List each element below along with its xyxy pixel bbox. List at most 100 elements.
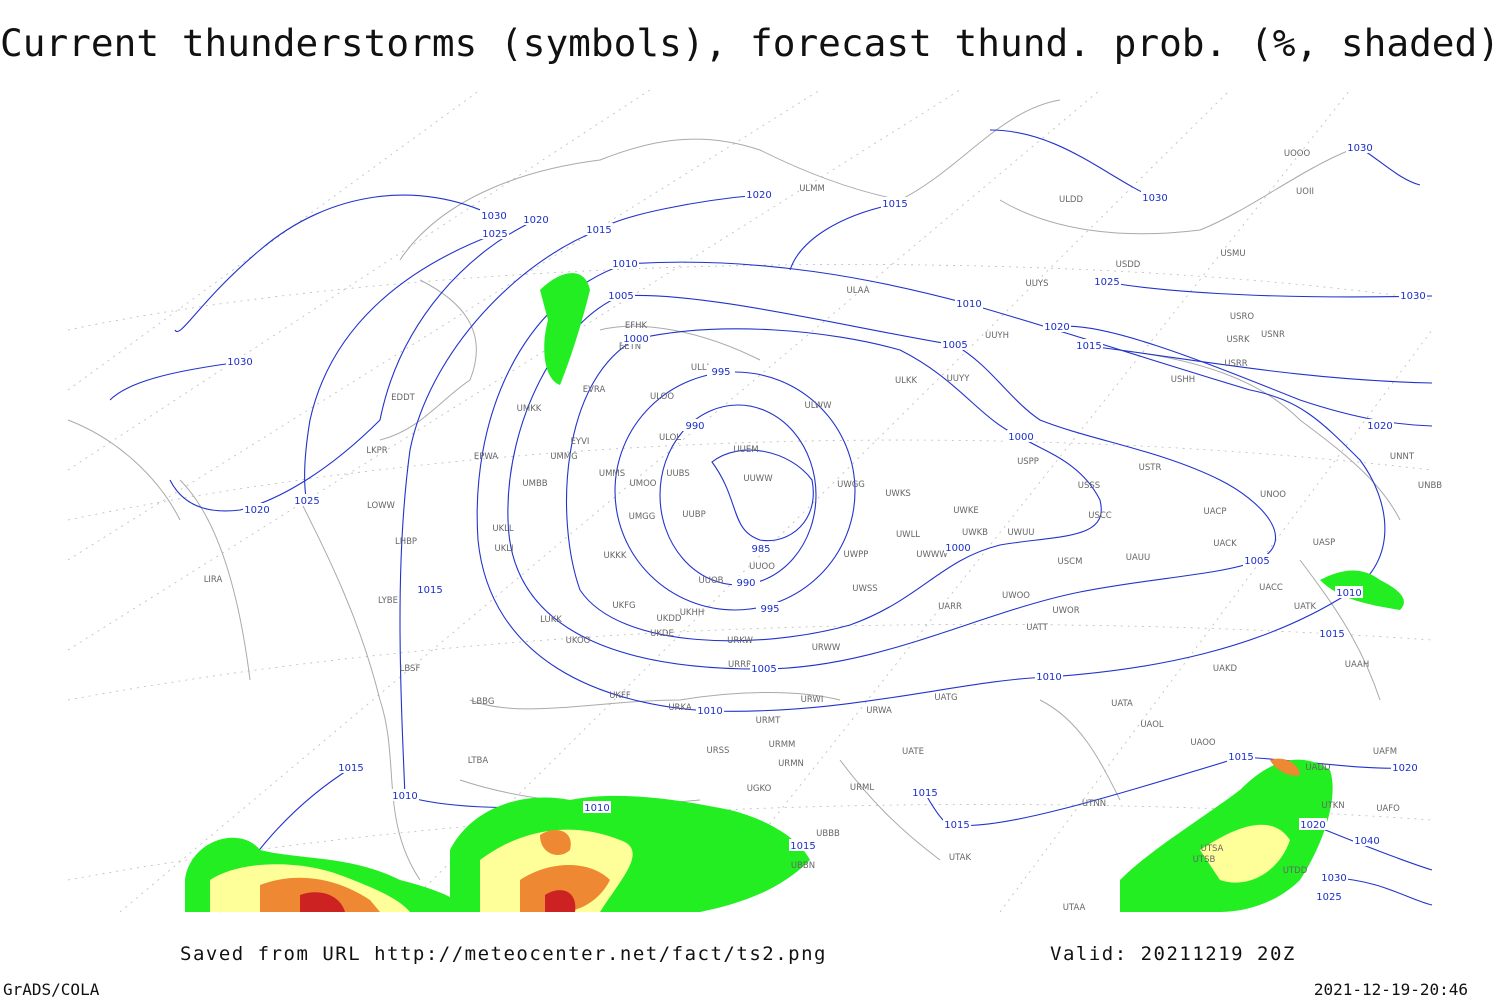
station-label: UOII bbox=[1296, 187, 1314, 197]
isobar-label: 1015 bbox=[912, 788, 937, 799]
isobar-label: 1015 bbox=[586, 225, 611, 236]
station-label: USNR bbox=[1261, 330, 1285, 340]
isobar-label-gap bbox=[1093, 275, 1121, 287]
isobar-label-gap bbox=[293, 494, 321, 506]
station-label: UGKO bbox=[747, 784, 772, 794]
isobar-label-gap bbox=[943, 818, 971, 830]
station-label: USPP bbox=[1017, 457, 1039, 467]
station-label: USMU bbox=[1220, 249, 1245, 259]
station-label: UATG bbox=[934, 693, 957, 703]
station-label: USCM bbox=[1058, 557, 1083, 567]
station-label: LUKK bbox=[540, 615, 562, 625]
station-label: UTAK bbox=[949, 853, 972, 863]
isobar-label: 1020 bbox=[1044, 322, 1069, 333]
station-label: UTDD bbox=[1283, 866, 1308, 876]
isobar-label-gap bbox=[944, 541, 972, 553]
station-label: ULKK bbox=[895, 376, 918, 386]
station-label: URMN bbox=[778, 759, 804, 769]
thunderstorm-shading bbox=[185, 273, 1404, 912]
isobar-label-gap bbox=[611, 257, 639, 269]
station-label: UKFG bbox=[612, 601, 635, 611]
isobar-label-gap bbox=[607, 289, 635, 301]
station-label: URRR bbox=[728, 660, 752, 670]
station-label: UWUU bbox=[1007, 528, 1034, 538]
isobar-label: 1025 bbox=[482, 229, 507, 240]
station-label: ULOL bbox=[659, 433, 681, 443]
isobar-label-gap bbox=[1299, 818, 1327, 830]
isobar-label: 1000 bbox=[945, 543, 970, 554]
station-label: UMGG bbox=[629, 512, 656, 522]
station-label: UUWW bbox=[743, 474, 773, 484]
station-label: UMMS bbox=[599, 469, 625, 479]
isobar-label-gap bbox=[583, 801, 611, 813]
station-label: LHBP bbox=[395, 537, 417, 547]
station-label: UKOO bbox=[566, 636, 591, 646]
isobar-labels: 1030 1025 1020 1015 1010 1005 1000 995 990 985 990… bbox=[226, 141, 1427, 903]
station-label: USTR bbox=[1139, 463, 1162, 473]
station-label: EDDT bbox=[391, 393, 415, 403]
isobar-label: 1005 bbox=[751, 664, 776, 675]
isobar-label-gap bbox=[707, 365, 735, 377]
isobar-label: 1010 bbox=[584, 803, 609, 814]
isobar-label-gap bbox=[789, 839, 817, 851]
station-label: UMOO bbox=[630, 479, 657, 489]
station-label: UOOO bbox=[1284, 149, 1311, 159]
station-label: UKFF bbox=[609, 691, 631, 701]
station-label: EVRA bbox=[583, 385, 606, 395]
isobar-label-gap bbox=[1335, 586, 1363, 598]
station-label: UASP bbox=[1313, 538, 1336, 548]
isobar-label-gap bbox=[745, 188, 773, 200]
station-label: UACP bbox=[1204, 507, 1227, 517]
isobar-label: 1005 bbox=[608, 291, 633, 302]
isobar-label-gap bbox=[756, 602, 784, 614]
station-label: URMM bbox=[769, 740, 796, 750]
station-label: EYVI bbox=[571, 437, 590, 447]
station-label: UNBB bbox=[1418, 481, 1442, 491]
station-label: UWOO bbox=[1002, 591, 1030, 601]
source-url: Saved from URL http://meteocenter.net/fa… bbox=[180, 943, 827, 965]
station-label: UAFM bbox=[1373, 747, 1397, 757]
station-label: UMBB bbox=[522, 479, 547, 489]
station-label: USCC bbox=[1088, 511, 1112, 521]
station-label: UWPP bbox=[844, 550, 869, 560]
isobar-label: 1015 bbox=[1076, 341, 1101, 352]
station-label: URWI bbox=[801, 695, 824, 705]
station-label: UATA bbox=[1111, 699, 1133, 709]
coastlines bbox=[67, 99, 1401, 881]
isobar-label: 1000 bbox=[1008, 432, 1033, 443]
isobar-label-gap bbox=[881, 197, 909, 209]
isobar-label-gap bbox=[481, 227, 509, 239]
station-label: URKA bbox=[668, 703, 692, 713]
station-label: USRO bbox=[1230, 312, 1255, 322]
station-label: UKLI bbox=[494, 544, 513, 554]
isobar-label: 1010 bbox=[1036, 672, 1061, 683]
station-label: ULOO bbox=[650, 392, 674, 402]
isobar-label: 1010 bbox=[956, 299, 981, 310]
isobar-label-gap bbox=[1075, 339, 1103, 351]
station-label: LBBG bbox=[472, 697, 495, 707]
isobar-label-gap bbox=[1227, 750, 1255, 762]
timestamp: 2021-12-19-20:46 bbox=[1314, 980, 1468, 999]
station-label: UATT bbox=[1026, 623, 1048, 633]
isobar-label: 1015 bbox=[338, 763, 363, 774]
isobar-label: 1005 bbox=[942, 340, 967, 351]
isobar-label: 1020 bbox=[746, 190, 771, 201]
isobar-label: 1000 bbox=[623, 334, 648, 345]
isobar-label: 1020 bbox=[523, 215, 548, 226]
station-label: UACC bbox=[1259, 583, 1283, 593]
station-label: UKDE bbox=[650, 629, 674, 639]
station-label: UATK bbox=[1294, 602, 1317, 612]
isobar-label-gap bbox=[1346, 141, 1374, 153]
isobar-label: 1030 bbox=[481, 211, 506, 222]
isobar-label-gap bbox=[941, 338, 969, 350]
station-label: UWOR bbox=[1052, 606, 1079, 616]
isobar-label-gap bbox=[416, 583, 444, 595]
isobar-label: 1010 bbox=[612, 259, 637, 270]
isobar-label-gap bbox=[1043, 320, 1071, 332]
title: Current thunderstorms (symbols), forecas… bbox=[0, 22, 1500, 65]
isobar-label: 1025 bbox=[1316, 892, 1341, 903]
station-label: UUBS bbox=[666, 469, 690, 479]
station-label: USHH bbox=[1171, 375, 1195, 385]
isobar-label: 1030 bbox=[227, 357, 252, 368]
station-label: UKLL bbox=[492, 524, 514, 534]
